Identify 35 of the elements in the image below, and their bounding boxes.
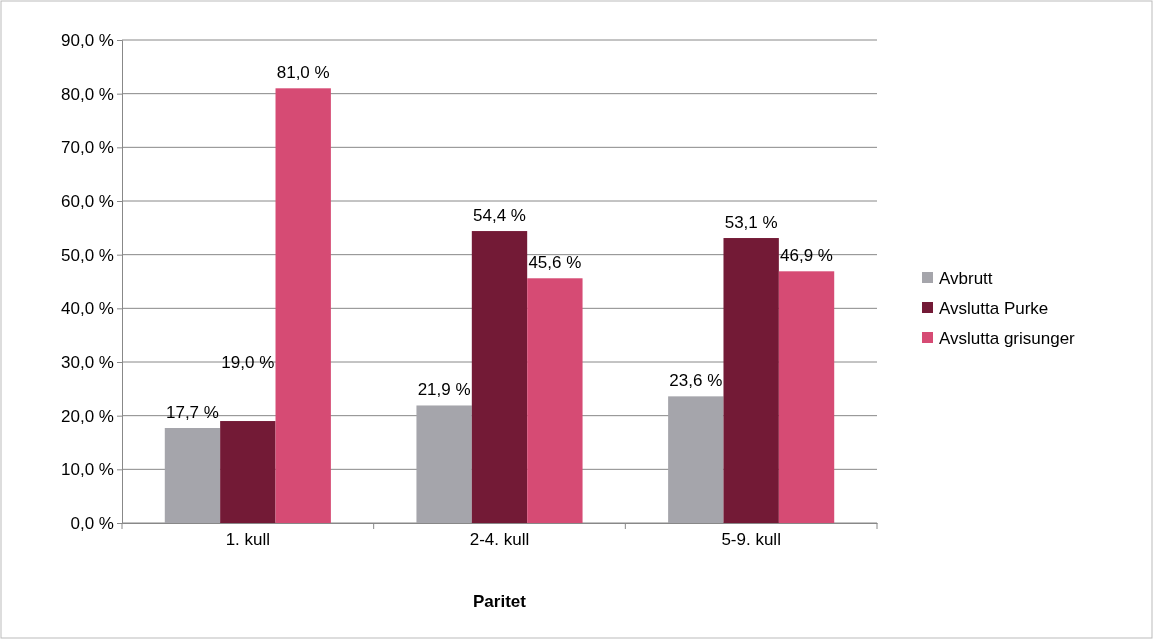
legend-label: Avslutta Purke <box>939 299 1049 318</box>
data-label: 45,6 % <box>528 253 582 273</box>
bar <box>527 278 583 523</box>
data-label: 19,0 % <box>221 353 275 373</box>
data-label: 17,7 % <box>166 403 219 423</box>
x-tick-label: 5-9. kull <box>721 530 781 550</box>
x-axis-title: Paritet <box>473 592 527 611</box>
y-tick-label: 20,0 % <box>61 406 114 426</box>
y-tick-label: 30,0 % <box>61 352 114 372</box>
y-tick-label: 10,0 % <box>61 460 114 480</box>
data-label: 54,4 % <box>473 206 526 226</box>
bar <box>416 405 472 523</box>
bar <box>275 88 331 523</box>
data-label: 21,9 % <box>417 380 471 400</box>
y-tick-label: 40,0 % <box>61 299 114 319</box>
bar <box>164 428 221 523</box>
x-tick-label: 2-4. kull <box>469 530 530 550</box>
data-label: 53,1 % <box>724 213 778 233</box>
bar <box>723 238 779 523</box>
data-label: 23,6 % <box>669 371 723 391</box>
bar <box>220 421 276 523</box>
y-tick-label: 50,0 % <box>61 245 114 265</box>
y-tick-label: 70,0 % <box>61 138 114 158</box>
legend-label: Avslutta grisunger <box>939 329 1076 348</box>
y-tick-label: 60,0 % <box>61 191 114 211</box>
legend-label: Avbrutt <box>939 269 993 288</box>
data-label: 81,0 % <box>276 63 330 83</box>
bar <box>778 271 835 523</box>
data-label: 46,9 % <box>780 246 833 266</box>
y-tick-label: 0,0 % <box>70 513 114 533</box>
y-tick-label: 80,0 % <box>61 84 114 104</box>
bar <box>668 396 724 523</box>
x-tick-label: 1. kull <box>225 530 271 550</box>
y-tick-label: 90,0 % <box>61 30 114 50</box>
bar <box>471 231 528 523</box>
